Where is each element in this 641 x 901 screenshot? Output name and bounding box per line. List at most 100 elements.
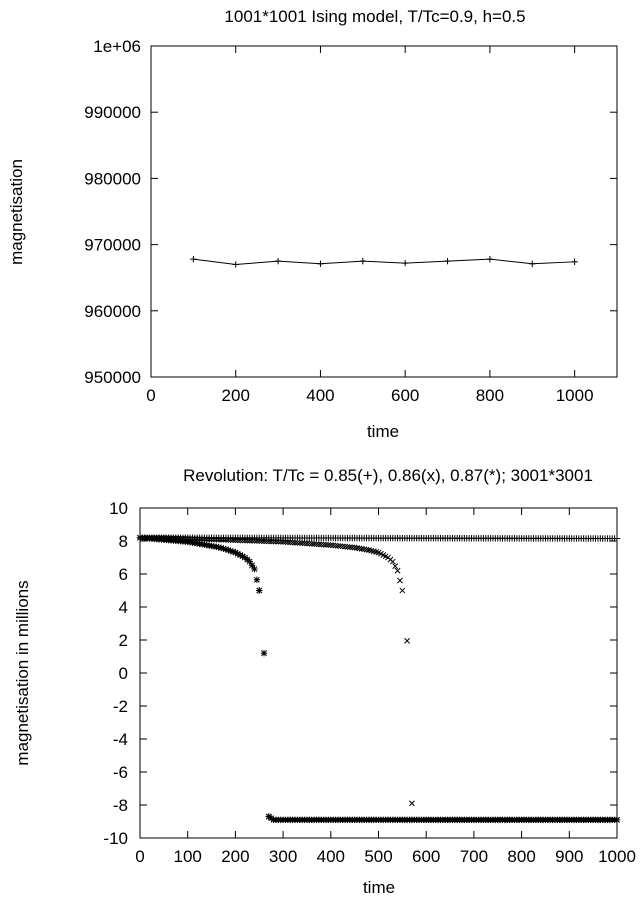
chart2-data-point-stroke xyxy=(246,558,253,565)
chart2-data-point xyxy=(273,538,279,545)
chart2-data-point-stroke xyxy=(366,547,372,553)
chart2-data-point-stroke xyxy=(375,549,382,556)
chart2-data-point-stroke xyxy=(346,544,353,551)
chart1-y-tick-label: 1e+06 xyxy=(93,37,141,56)
chart2-data-point-stroke xyxy=(377,550,384,557)
chart2-data-point xyxy=(265,538,272,545)
chart2-data-point-stroke xyxy=(280,538,287,545)
chart2-data-point-stroke xyxy=(289,539,296,546)
chart2-data-point-stroke xyxy=(215,536,222,543)
chart2-data-point-stroke xyxy=(225,537,232,543)
chart2-x-tick-label: 500 xyxy=(364,847,392,866)
chart2-data-point xyxy=(253,576,261,583)
chart2-data-point xyxy=(220,536,227,543)
chart1-y-tick-label: 950000 xyxy=(84,368,141,387)
chart2-data-point-stroke xyxy=(253,576,260,583)
chart2-data-point xyxy=(260,650,268,657)
chart2-data-point xyxy=(275,538,282,545)
chart2-data-point-stroke xyxy=(313,541,320,548)
chart2-data-point-stroke xyxy=(220,536,227,543)
chart2-data-point-stroke xyxy=(199,536,205,542)
chart2-data-point-stroke xyxy=(330,542,337,549)
chart2-y-tick-label: 2 xyxy=(119,631,128,650)
chart2-data-point-stroke xyxy=(251,537,258,544)
chart2-plot-frame xyxy=(139,507,618,839)
chart2-data-point-stroke xyxy=(253,538,260,544)
chart2-data-point-stroke xyxy=(277,538,284,545)
chart2-data-point-stroke xyxy=(296,540,303,546)
chart1-x-tick-label: 800 xyxy=(476,386,504,405)
chart2-x-axis-label: time xyxy=(363,878,395,897)
chart2-data-point-stroke xyxy=(351,544,358,551)
chart2-data-point-stroke xyxy=(404,637,411,644)
chart2-data-point-stroke xyxy=(311,541,318,547)
chart1-y-axis: 950000 960000 970000 980000 990000 1e+06 xyxy=(84,37,617,387)
chart2-data-point-stroke xyxy=(249,562,256,569)
chart2-x-axis: 0 100 200 300 400 500 600 700 800 900 1000 xyxy=(135,508,636,866)
chart2-data-point-stroke xyxy=(361,546,368,553)
chart1-x-tick-label: 200 xyxy=(222,386,250,405)
chart2-data-point-stroke xyxy=(191,535,198,542)
chart2-data-point xyxy=(248,562,256,569)
chart2-data-point-stroke xyxy=(380,552,387,558)
chart2-data-point xyxy=(261,538,267,545)
chart1-y-axis-label: magnetisation xyxy=(7,159,26,265)
chart2-data-point xyxy=(270,538,277,545)
chart2-data-point xyxy=(344,543,351,550)
chart2-data-point-stroke xyxy=(354,545,360,551)
chart1-data-point xyxy=(401,259,409,267)
chart2-data-point xyxy=(306,540,313,547)
chart2-y-tick-label: 6 xyxy=(119,565,128,584)
chart2-data-point-stroke xyxy=(342,543,349,550)
chart2-data-point-stroke xyxy=(315,541,322,548)
chart2-data-point xyxy=(304,540,310,547)
chart2-data-point-stroke xyxy=(239,553,246,560)
chart2-data-point-stroke xyxy=(251,566,258,572)
chart1-data-point xyxy=(486,255,494,263)
chart2-data-point-stroke xyxy=(399,587,406,594)
chart2-data-point-stroke xyxy=(230,537,236,544)
chart2-data-point-stroke xyxy=(344,543,351,550)
chart2-data-point-stroke xyxy=(392,563,399,570)
chart2-data-point-stroke xyxy=(218,545,225,551)
chart2-data-point xyxy=(237,537,244,544)
chart2-data-point-stroke xyxy=(227,547,234,554)
chart2-data-point xyxy=(194,535,201,542)
chart2-y-tick-label: 10 xyxy=(109,499,128,518)
chart2-data-point-stroke xyxy=(356,545,363,552)
chart2-data-point xyxy=(325,542,332,548)
chart2-data-point xyxy=(330,542,337,549)
chart2-data-point xyxy=(301,540,308,547)
chart2-data-point-stroke xyxy=(265,813,272,820)
chart2-data-point xyxy=(311,541,318,547)
chart2-data-point xyxy=(225,537,232,543)
chart2-data-point-stroke xyxy=(265,538,272,545)
chart2-data-point-stroke xyxy=(318,541,325,548)
chart2-data-point-stroke xyxy=(335,542,341,549)
chart1-data-point xyxy=(190,255,197,263)
chart2-data-point-stroke xyxy=(323,541,329,548)
chart2-data-point xyxy=(613,535,621,542)
chart2-data-point xyxy=(265,813,272,820)
chart2-data-point xyxy=(280,538,287,545)
magnetisation-chart: 1001*1001 Ising model, T/Tc=0.9, h=0.5 9… xyxy=(7,7,618,441)
chart2-data-point xyxy=(292,539,298,546)
chart2-data-point-stroke xyxy=(294,539,301,546)
chart2-x-tick-label: 900 xyxy=(555,847,583,866)
chart2-data-point xyxy=(251,565,258,573)
chart2-data-point xyxy=(246,537,253,544)
chart2-data-point xyxy=(253,538,260,544)
chart2-data-point xyxy=(222,536,229,543)
chart1-y-tick-label: 980000 xyxy=(84,169,141,188)
chart2-data-point xyxy=(213,536,220,543)
chart2-data-point xyxy=(613,816,621,824)
chart2-data-point xyxy=(239,537,246,544)
chart2-data-point-stroke xyxy=(211,536,217,543)
chart2-data-point-stroke xyxy=(299,540,306,547)
chart2-y-axis: -10 -8 -6 -4 -2 0 2 4 6 8 10 xyxy=(103,499,617,848)
chart2-x-tick-label: 300 xyxy=(269,847,297,866)
chart1-data-point xyxy=(529,260,536,267)
chart1-data-point xyxy=(444,257,451,265)
chart2-data-point-stroke xyxy=(389,558,396,565)
chart2-data-point xyxy=(249,537,256,544)
